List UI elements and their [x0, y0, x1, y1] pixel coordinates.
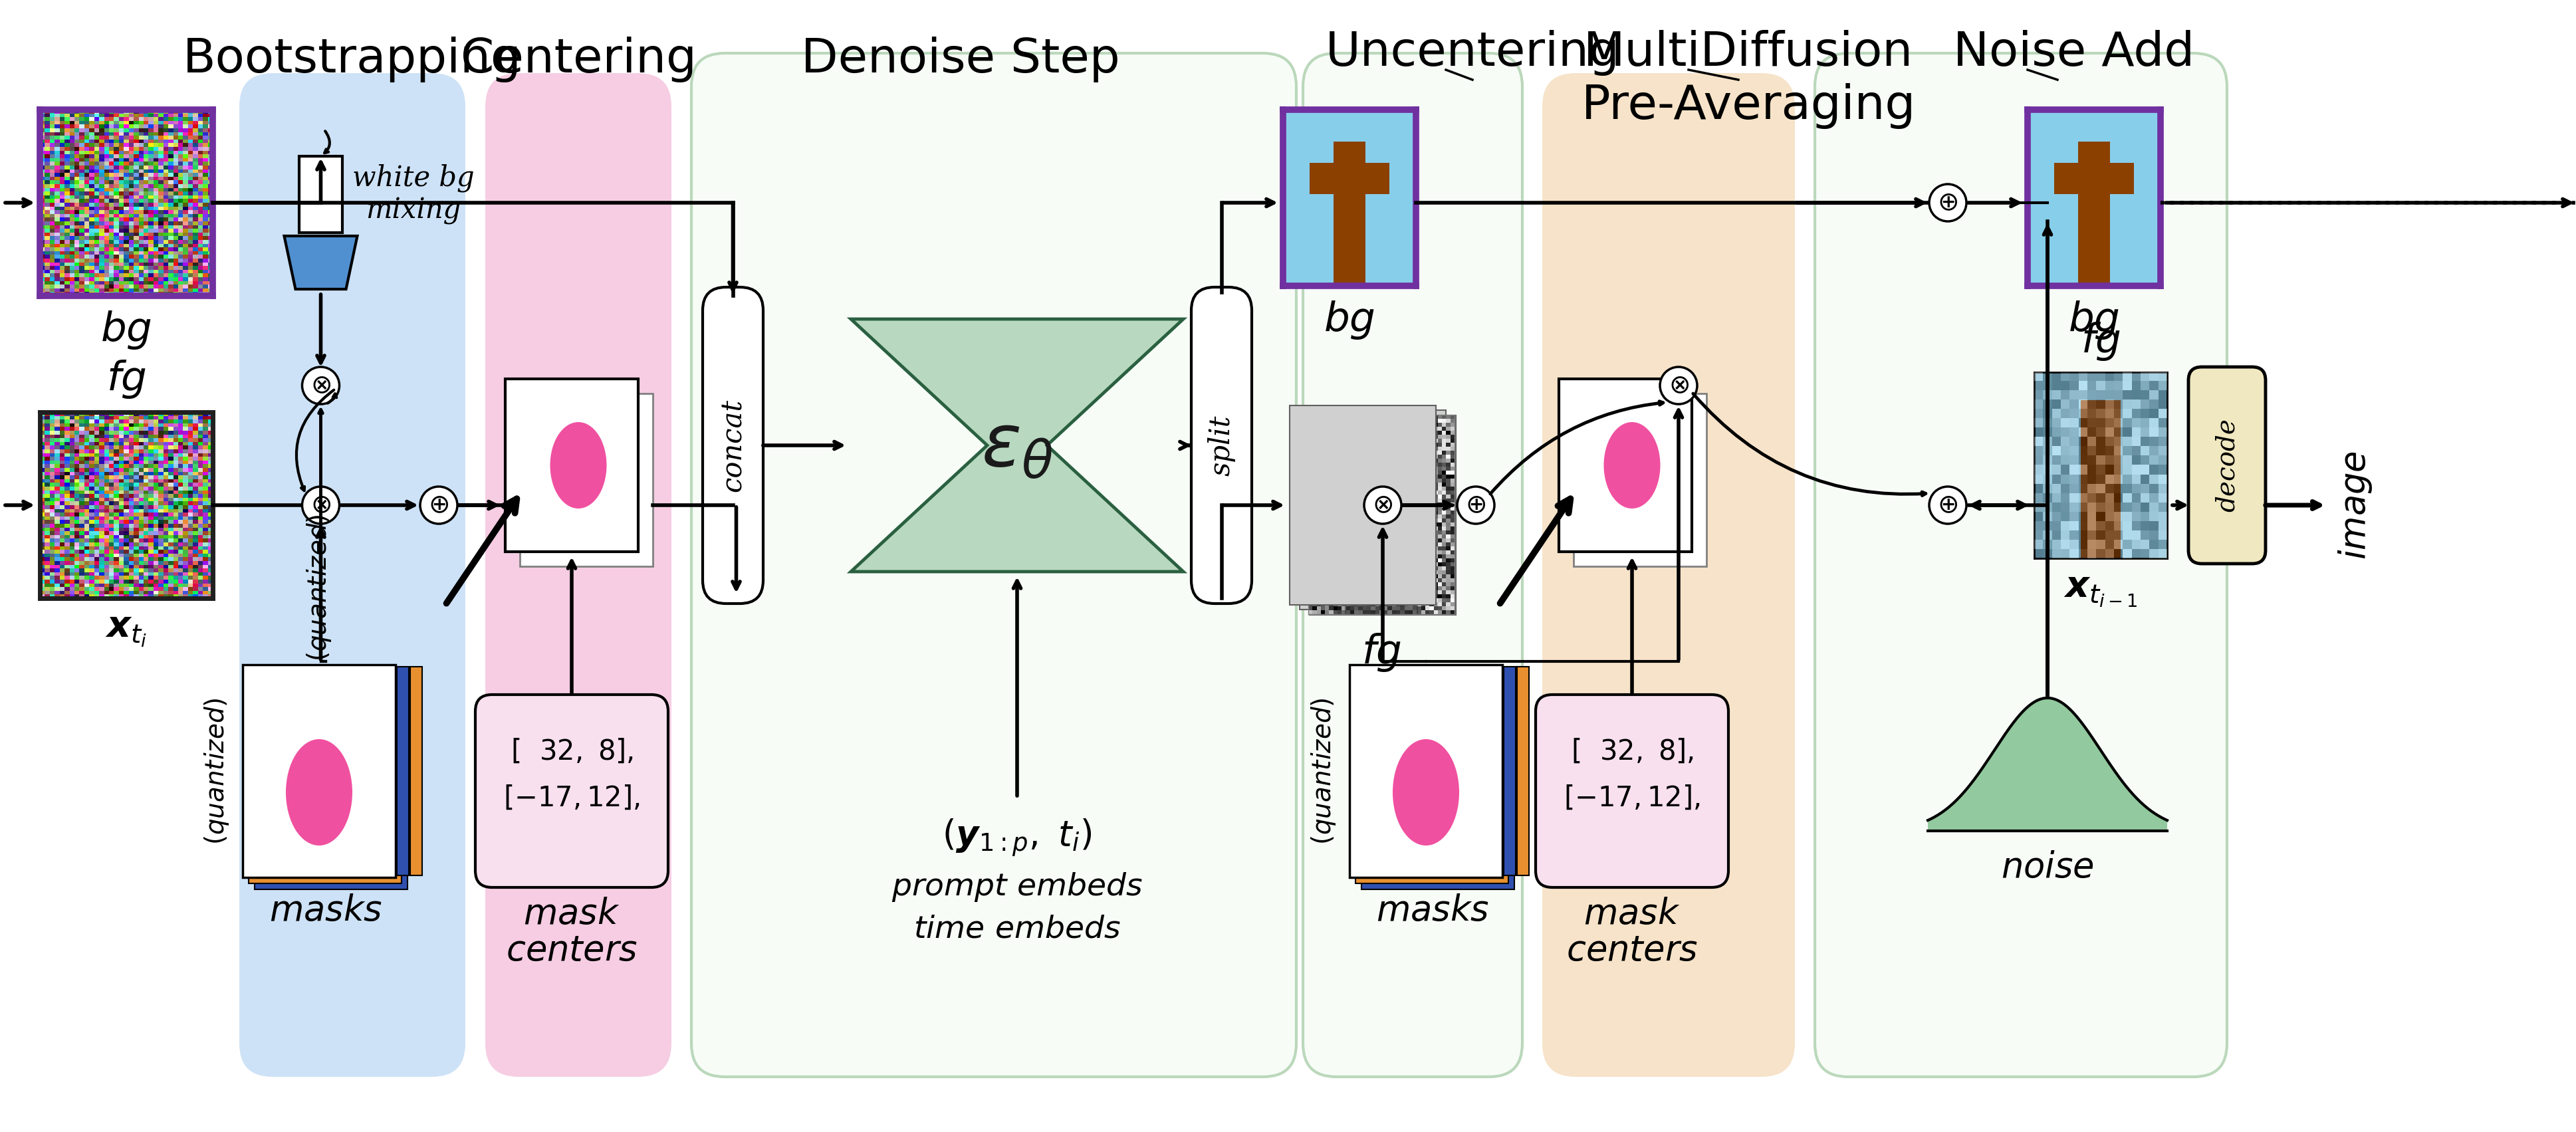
Text: $\boldsymbol{x}_{t_{i-1}}$: $\boldsymbol{x}_{t_{i-1}}$: [2063, 572, 2138, 608]
Bar: [505, 379, 639, 551]
Bar: [397, 667, 410, 875]
Text: $\otimes$: $\otimes$: [1669, 372, 1690, 398]
Bar: [505, 379, 639, 551]
Text: Uncentering: Uncentering: [1324, 29, 1620, 76]
Text: $\oplus$: $\oplus$: [1937, 492, 1958, 517]
Circle shape: [301, 487, 340, 524]
Text: $\otimes$: $\otimes$: [1373, 492, 1394, 517]
Bar: [1309, 415, 1455, 615]
Bar: [1363, 677, 1515, 890]
Text: $fg$: $fg$: [2081, 320, 2120, 362]
Bar: [520, 394, 652, 566]
Text: Centering: Centering: [461, 36, 696, 83]
Text: $mask$: $mask$: [1584, 898, 1680, 932]
Text: $\boldsymbol{x}_{t_i}$: $\boldsymbol{x}_{t_i}$: [106, 611, 147, 648]
Ellipse shape: [286, 739, 353, 846]
Circle shape: [420, 487, 459, 524]
Bar: [1350, 664, 1502, 877]
Bar: [1558, 379, 1692, 551]
Text: $prompt\ embeds$: $prompt\ embeds$: [891, 871, 1144, 903]
Bar: [1517, 667, 1530, 875]
FancyBboxPatch shape: [2190, 367, 2264, 564]
Text: $(quantized)$: $(quantized)$: [1309, 697, 1337, 844]
FancyBboxPatch shape: [1535, 695, 1728, 887]
Bar: [1291, 405, 1435, 604]
Text: $fg$: $fg$: [106, 359, 147, 400]
FancyBboxPatch shape: [1190, 288, 1252, 603]
Bar: [1574, 394, 1705, 566]
FancyBboxPatch shape: [1816, 53, 2228, 1077]
Text: $bg$: $bg$: [1324, 299, 1376, 341]
Text: $\boldsymbol{\epsilon_\theta}$: $\boldsymbol{\epsilon_\theta}$: [981, 410, 1054, 481]
Text: $\oplus$: $\oplus$: [428, 492, 448, 517]
Circle shape: [1365, 487, 1401, 524]
Text: $[-17,12],$: $[-17,12],$: [502, 784, 639, 813]
Ellipse shape: [1605, 422, 1662, 508]
Bar: [1355, 670, 1510, 883]
Text: Bootstrapping: Bootstrapping: [183, 36, 523, 83]
Text: Denoise Step: Denoise Step: [801, 36, 1121, 83]
Bar: [410, 667, 422, 875]
Polygon shape: [850, 319, 1182, 572]
Circle shape: [1929, 487, 1965, 524]
Text: $bg$: $bg$: [2069, 299, 2120, 341]
Text: split: split: [1208, 415, 1236, 475]
Text: $(quantized)$: $(quantized)$: [204, 697, 232, 844]
Text: $\otimes$: $\otimes$: [312, 492, 332, 517]
FancyBboxPatch shape: [1303, 53, 1522, 1077]
FancyBboxPatch shape: [703, 288, 762, 603]
Text: MultiDiffusion
Pre-Averaging: MultiDiffusion Pre-Averaging: [1582, 29, 1917, 129]
Text: Noise Add: Noise Add: [1953, 29, 2195, 76]
FancyBboxPatch shape: [484, 74, 672, 1077]
Bar: [255, 677, 407, 890]
Text: $centers$: $centers$: [1566, 934, 1698, 968]
Bar: [299, 156, 343, 233]
Text: $\otimes$: $\otimes$: [312, 372, 332, 398]
Text: $\oplus$: $\oplus$: [1937, 190, 1958, 215]
Circle shape: [301, 367, 340, 404]
Text: $(quantized)$: $(quantized)$: [304, 514, 332, 661]
Text: $[\ \ 32,\ 8],$: $[\ \ 32,\ 8],$: [1571, 738, 1692, 765]
Bar: [242, 664, 397, 877]
Text: $noise$: $noise$: [2002, 851, 2094, 885]
Text: $masks$: $masks$: [1376, 894, 1489, 928]
Bar: [1504, 667, 1515, 875]
Circle shape: [1929, 185, 1965, 222]
Text: $[-17,12],$: $[-17,12],$: [1564, 784, 1700, 813]
FancyBboxPatch shape: [1543, 74, 1795, 1077]
FancyBboxPatch shape: [240, 74, 466, 1077]
Text: $[\ \ 32,\ 8],$: $[\ \ 32,\ 8],$: [510, 738, 634, 765]
Text: $masks$: $masks$: [270, 894, 381, 928]
Circle shape: [1458, 487, 1494, 524]
Text: $bg$: $bg$: [100, 309, 152, 351]
Text: $centers$: $centers$: [505, 934, 636, 968]
Ellipse shape: [551, 422, 605, 508]
Bar: [250, 670, 402, 883]
Text: $fg$: $fg$: [1363, 632, 1401, 674]
Text: $image$: $image$: [2336, 451, 2375, 559]
FancyBboxPatch shape: [690, 53, 1296, 1077]
Text: $\oplus$: $\oplus$: [1466, 492, 1486, 517]
Text: $(\boldsymbol{y}_{1:p},\ t_i)$: $(\boldsymbol{y}_{1:p},\ t_i)$: [943, 817, 1092, 859]
Text: concat: concat: [719, 398, 747, 492]
Text: decode: decode: [2215, 419, 2239, 512]
Bar: [1558, 379, 1692, 551]
Bar: [1301, 410, 1445, 609]
Circle shape: [1659, 367, 1698, 404]
Text: $mask$: $mask$: [523, 898, 621, 932]
Text: $time\ embeds$: $time\ embeds$: [914, 914, 1121, 944]
Polygon shape: [283, 235, 358, 289]
Text: white bg
mixing: white bg mixing: [353, 164, 474, 225]
Ellipse shape: [1394, 739, 1458, 846]
FancyBboxPatch shape: [477, 695, 667, 887]
